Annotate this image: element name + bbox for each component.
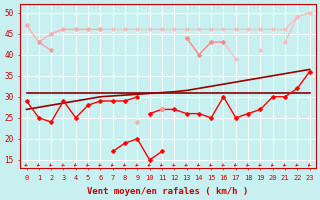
X-axis label: Vent moyen/en rafales ( km/h ): Vent moyen/en rafales ( km/h ) xyxy=(87,187,249,196)
